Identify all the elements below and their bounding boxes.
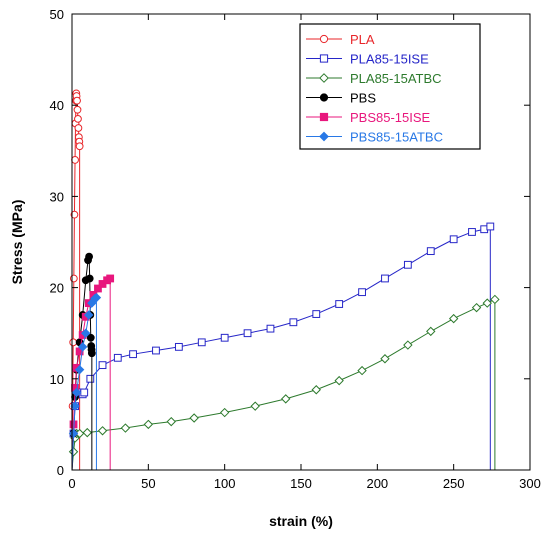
data-point [468, 228, 476, 236]
data-point [449, 235, 458, 244]
legend-marker [319, 93, 329, 102]
data-point [86, 333, 95, 342]
legend-label: PBS85-15ATBC [350, 130, 443, 145]
data-point [166, 416, 176, 427]
x-tick-label: 250 [443, 476, 465, 491]
legend-marker [319, 34, 329, 44]
series-pla85-15atbc [68, 294, 500, 471]
data-point [312, 310, 321, 318]
data-point [82, 427, 92, 438]
legend-label: PBS [350, 91, 376, 106]
plot-area [68, 89, 500, 471]
data-point [266, 324, 275, 333]
data-point [250, 401, 260, 411]
x-tick-label: 100 [214, 476, 236, 491]
data-point [334, 375, 344, 386]
data-point [335, 300, 344, 308]
data-point [358, 288, 366, 297]
data-point [380, 354, 390, 364]
data-point [74, 364, 85, 375]
data-point [426, 326, 436, 337]
legend-label: PLA85-15ISE [350, 52, 429, 67]
data-point [152, 346, 160, 355]
data-point [77, 342, 88, 352]
data-point [69, 274, 78, 283]
x-tick-label: 0 [68, 476, 75, 491]
data-point [219, 407, 230, 418]
data-point [75, 142, 84, 151]
data-point [74, 114, 82, 123]
data-point [174, 342, 183, 351]
legend-box [299, 23, 481, 150]
data-point [106, 274, 115, 283]
y-tick-label: 40 [50, 98, 64, 113]
y-tick-label: 20 [50, 281, 64, 296]
data-point [486, 222, 495, 231]
y-axis-title: Stress (MPa) [9, 200, 25, 285]
data-point [113, 353, 122, 362]
data-point [85, 274, 94, 283]
data-point [482, 298, 492, 308]
data-point [80, 388, 89, 397]
legend-label: PLA [350, 32, 375, 47]
data-point [197, 338, 206, 347]
data-point [220, 333, 229, 342]
data-point [74, 124, 83, 132]
data-point [189, 413, 199, 423]
data-point [243, 329, 252, 338]
y-tick-label: 50 [50, 7, 64, 22]
data-point [73, 96, 81, 105]
x-tick-label: 50 [141, 476, 155, 491]
data-point [81, 328, 91, 338]
data-point [129, 350, 137, 359]
legend: PLA PLA85-15ISE PLA85-15ATBC PBS PBS85-15ISE… [299, 23, 481, 150]
legend-label: PBS85-15ISE [350, 110, 431, 125]
data-point [471, 302, 482, 313]
y-tick-label: 30 [50, 189, 64, 204]
x-tick-label: 300 [519, 476, 541, 491]
axes: 0 50 100 150 200 250 300 0 10 20 30 40 50 [50, 7, 541, 491]
data-point [120, 423, 131, 433]
data-point [289, 318, 298, 327]
y-tick-label: 0 [57, 463, 64, 478]
data-point [71, 156, 79, 164]
data-point [490, 294, 500, 305]
data-point [85, 252, 93, 261]
x-axis-title: strain (%) [269, 513, 333, 529]
data-point [143, 419, 154, 430]
x-tick-label: 150 [290, 476, 312, 491]
data-point [70, 210, 79, 219]
data-point [311, 385, 321, 395]
data-point [94, 284, 102, 293]
data-point [448, 313, 459, 324]
data-point [381, 274, 389, 283]
data-point [69, 338, 78, 347]
data-point [426, 247, 435, 256]
x-tick-label: 200 [366, 476, 388, 491]
data-point [86, 374, 95, 383]
legend-marker [319, 131, 329, 142]
data-point [281, 394, 291, 404]
data-point [73, 105, 82, 114]
data-point [357, 365, 367, 376]
data-point [71, 387, 82, 398]
legend-marker [319, 54, 329, 63]
legend-marker [319, 112, 329, 122]
data-point [87, 349, 96, 358]
data-point [403, 260, 412, 269]
data-point [98, 361, 107, 370]
data-point [91, 292, 102, 303]
legend-label: PLA85-15ATBC [350, 71, 442, 86]
legend-marker [319, 73, 329, 83]
data-point [403, 340, 413, 350]
data-point [84, 310, 94, 320]
data-point [97, 426, 108, 436]
y-tick-label: 10 [50, 372, 64, 387]
